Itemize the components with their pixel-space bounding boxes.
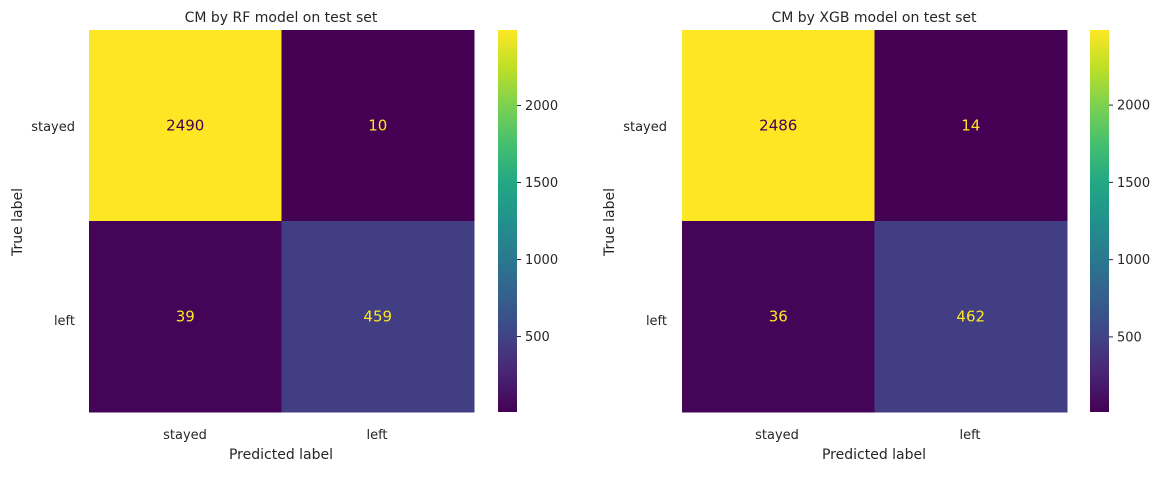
- x-tick-label-stayed: stayed: [163, 428, 207, 443]
- colorbar-ticks: 500 1000 1500 2000: [517, 99, 558, 345]
- heatmap-cell-values: 2486 14 36 462: [759, 117, 985, 326]
- y-tick-label-left: left: [54, 314, 75, 329]
- colorbar-tick-label: 1000: [1117, 253, 1150, 268]
- colorbar-tick-label: 2000: [1117, 99, 1150, 114]
- y-tick-label-stayed: stayed: [623, 120, 667, 135]
- cell-value-left-stayed: 39: [176, 308, 195, 326]
- heatmap-cell-stayed-left: [281, 30, 475, 222]
- x-axis-label: Predicted label: [229, 447, 333, 463]
- colorbar: [498, 30, 517, 412]
- colorbar-ticks: 500 1000 1500 2000: [1109, 99, 1150, 345]
- cm-panel-rf: CM by RF model on test set 2490 10 39 459 s…: [10, 10, 558, 463]
- heatmap-cell-left-left: [874, 221, 1068, 413]
- y-axis-label: True label: [10, 188, 26, 257]
- colorbar-tick-label: 1000: [525, 253, 558, 268]
- y-axis-label: True label: [602, 188, 618, 257]
- heatmap-cell-values: 2490 10 39 459: [166, 117, 392, 326]
- x-tick-label-stayed: stayed: [755, 428, 799, 443]
- cell-value-stayed-stayed: 2490: [166, 117, 204, 135]
- cell-value-left-left: 459: [363, 308, 392, 326]
- heatmap-cell-left-stayed: [89, 221, 282, 413]
- cell-value-left-stayed: 36: [769, 308, 788, 326]
- colorbar-tick-label: 1500: [1117, 176, 1150, 191]
- heatmap-cell-stayed-left: [874, 30, 1068, 222]
- chart-title: CM by RF model on test set: [185, 10, 378, 26]
- cell-value-stayed-stayed: 2486: [759, 117, 797, 135]
- x-tick-label-left: left: [366, 428, 387, 443]
- heatmap-cell-stayed-stayed: [682, 30, 875, 222]
- heatmap-cell-left-stayed: [682, 221, 875, 413]
- y-tick-label-left: left: [646, 314, 667, 329]
- chart-title: CM by XGB model on test set: [771, 10, 977, 26]
- x-tick-label-left: left: [959, 428, 980, 443]
- cell-value-stayed-left: 14: [961, 117, 980, 135]
- heatmap-cells: [89, 30, 475, 413]
- colorbar-tick-label: 2000: [525, 99, 558, 114]
- heatmap-cell-left-left: [281, 221, 475, 413]
- heatmap-cell-stayed-stayed: [89, 30, 282, 222]
- cell-value-stayed-left: 10: [368, 117, 387, 135]
- colorbar-tick-label: 500: [525, 330, 550, 345]
- heatmap-cells: [682, 30, 1068, 413]
- colorbar-tick-label: 1500: [525, 176, 558, 191]
- y-tick-label-stayed: stayed: [31, 120, 75, 135]
- colorbar-tick-label: 500: [1117, 330, 1142, 345]
- colorbar: [1090, 30, 1109, 412]
- cell-value-left-left: 462: [956, 308, 985, 326]
- x-axis-label: Predicted label: [822, 447, 926, 463]
